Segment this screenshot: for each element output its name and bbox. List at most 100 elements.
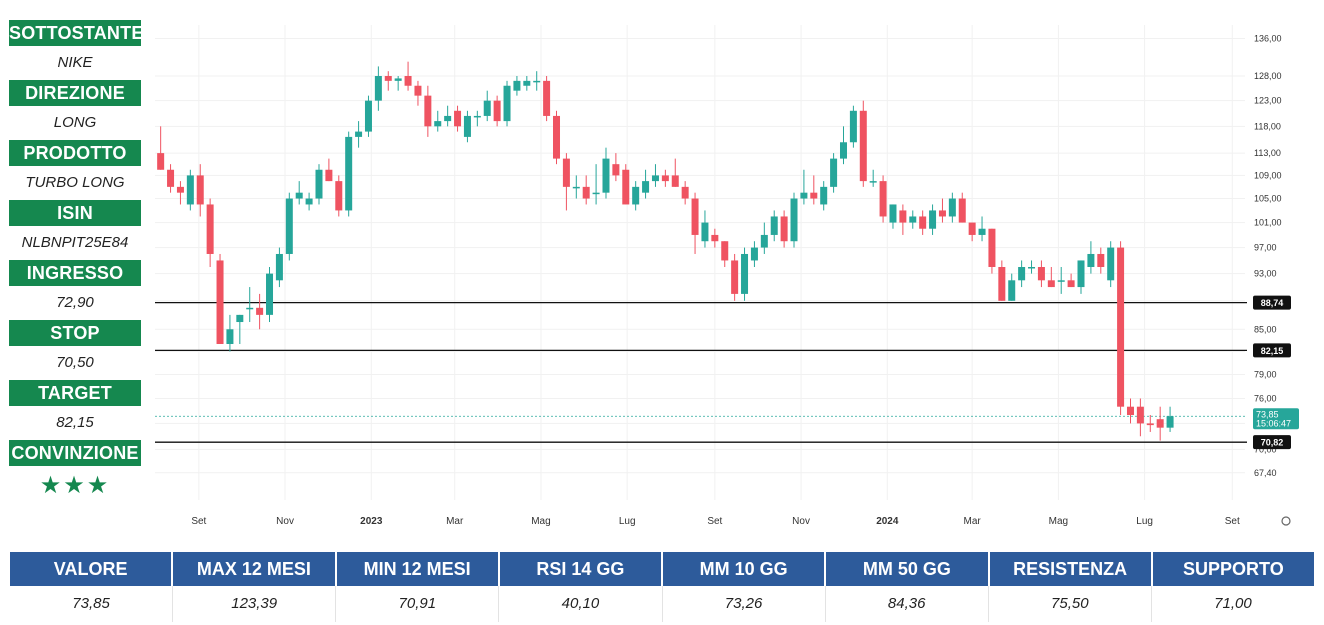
stats-table: VALORE MAX 12 MESI MIN 12 MESI RSI 14 GG MM … [10, 552, 1314, 622]
candle-up [800, 192, 808, 199]
stat-header-supporto: SUPPORTO [1152, 552, 1314, 586]
sidebar-label-stop: STOP [9, 320, 141, 346]
candle-down [553, 115, 561, 159]
candle-up [1018, 267, 1026, 281]
candle-down [256, 307, 264, 315]
candle-up [909, 216, 917, 223]
candle-up [642, 181, 650, 193]
candle-up [186, 175, 194, 205]
candle-up [226, 329, 234, 344]
level-label: 82,15 [1261, 346, 1284, 356]
candle-down [325, 169, 333, 182]
candle-up [275, 253, 283, 281]
stat-header-max-12-mesi: MAX 12 MESI [173, 552, 337, 586]
stat-header-rsi-14-gg: RSI 14 GG [499, 552, 663, 586]
stat-header-resistenza: RESISTENZA [989, 552, 1153, 586]
conviction-stars: ★★★ [39, 472, 111, 499]
candle-up [1087, 253, 1095, 268]
y-tick-label: 93,00 [1254, 269, 1277, 279]
candle-up [1008, 280, 1016, 301]
candle-up [394, 78, 402, 81]
candle-up [295, 192, 303, 199]
sidebar-value-isin: NLBNPIT25E84 [9, 226, 141, 260]
candle-up [315, 169, 323, 199]
candle-up [701, 222, 709, 242]
stats-header-row: VALORE MAX 12 MESI MIN 12 MESI RSI 14 GG MM … [10, 552, 1314, 586]
candle-down [919, 216, 927, 229]
y-tick-label: 109,00 [1254, 170, 1282, 180]
x-tick-label: 2023 [360, 516, 383, 527]
y-tick-label: 101,00 [1254, 218, 1282, 228]
candle-up [483, 100, 491, 116]
candle-up [285, 198, 293, 254]
candle-down [661, 175, 669, 182]
sidebar-label-prodotto: PRODOTTO [9, 140, 141, 166]
stat-header-mm-50-gg: MM 50 GG [826, 552, 990, 586]
candle-up [839, 142, 847, 159]
candle-down [404, 76, 412, 86]
sidebar-value-prodotto: TURBO LONG [9, 166, 141, 200]
candle-up [533, 80, 541, 83]
candle-down [206, 204, 214, 254]
sidebar-label-isin: ISIN [9, 200, 141, 226]
candle-up [869, 181, 877, 183]
candle-up [345, 136, 353, 211]
x-tick-label: 2024 [876, 516, 899, 527]
y-tick-label: 76,00 [1254, 394, 1277, 404]
candle-down [176, 186, 184, 193]
price-chart: 67,4070,0073,0076,0079,0082,0085,0089,00… [150, 10, 1320, 530]
candle-up [750, 247, 758, 261]
candle-down [1067, 280, 1075, 288]
x-tick-label: Lug [619, 516, 636, 527]
candle-up [790, 198, 798, 242]
candle-down [711, 234, 719, 242]
candle-down [671, 175, 679, 187]
candle-up [1107, 247, 1115, 281]
candle-up [948, 198, 956, 217]
stat-header-min-12-mesi: MIN 12 MESI [336, 552, 500, 586]
candle-up [820, 186, 828, 205]
candle-up [473, 115, 481, 118]
candle-down [424, 95, 432, 127]
trade-info-panel: SOTTOSTANTE NIKE DIREZIONE LONG PRODOTTO TURB… [9, 20, 143, 506]
current-price-label: 73,85 [1256, 409, 1279, 419]
x-tick-label: Mar [964, 516, 982, 527]
candle-down [1156, 419, 1164, 428]
candle-down [988, 228, 996, 268]
sidebar-label-convinzione: CONVINZIONE [9, 440, 141, 466]
candle-down [622, 169, 630, 205]
candle-up [760, 234, 768, 248]
level-label: 70,82 [1261, 438, 1284, 448]
candle-down [167, 169, 175, 187]
candle-down [612, 164, 620, 176]
stat-header-mm-10-gg: MM 10 GG [663, 552, 827, 586]
candle-up [572, 186, 580, 189]
x-tick-label: Nov [792, 516, 810, 527]
candle-down [493, 100, 501, 122]
candle-up [849, 110, 857, 143]
x-tick-label: Set [707, 516, 722, 527]
countdown-label: 15:06:47 [1256, 418, 1291, 428]
sidebar-value-stop: 70,50 [9, 346, 141, 380]
y-tick-label: 79,00 [1254, 370, 1277, 380]
candle-up [523, 80, 531, 86]
candle-down [157, 153, 165, 170]
candle-up [1057, 280, 1065, 282]
candle-up [651, 175, 659, 182]
y-tick-label: 128,00 [1254, 71, 1282, 81]
sidebar-value-target: 82,15 [9, 406, 141, 440]
candle-down [938, 210, 946, 217]
y-tick-label: 97,00 [1254, 243, 1277, 253]
x-tick-label: Lug [1136, 516, 1153, 527]
candle-up [889, 204, 897, 223]
candle-down [1117, 247, 1125, 407]
candle-up [929, 210, 937, 229]
sidebar-label-direzione: DIREZIONE [9, 80, 141, 106]
candle-down [721, 241, 729, 261]
x-tick-label: Mag [1049, 516, 1068, 527]
candle-down [454, 110, 462, 127]
candle-down [414, 85, 422, 96]
candle-up [305, 198, 313, 205]
level-label-box [1253, 435, 1291, 450]
sidebar-value-direzione: LONG [9, 106, 141, 140]
